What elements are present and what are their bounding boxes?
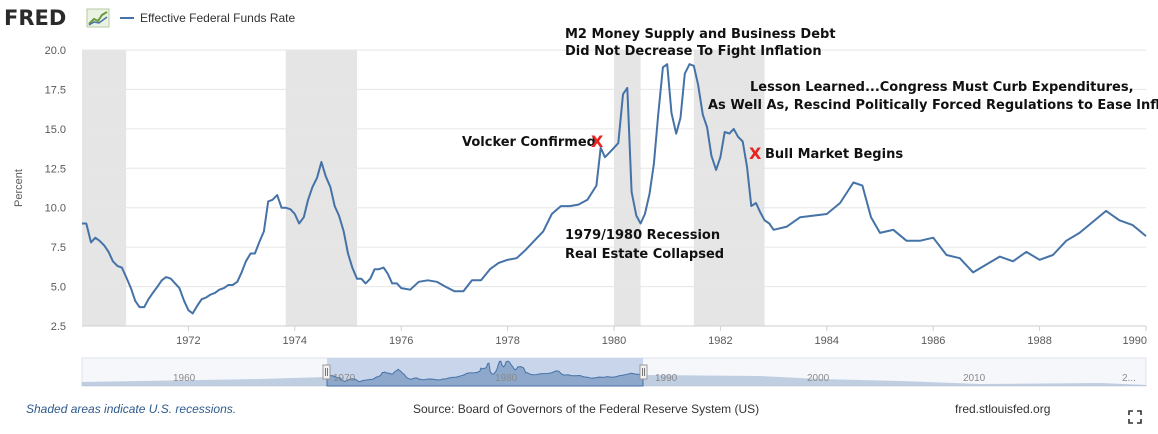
x-tick-label: 1982 bbox=[708, 335, 732, 347]
navigator-label: 1980 bbox=[495, 373, 518, 384]
x-tick-label: 1972 bbox=[176, 335, 200, 347]
fred-footer: Shaded areas indicate U.S. recessions. S… bbox=[26, 402, 1142, 424]
annotations: M2 Money Supply and Business Debt Did No… bbox=[462, 27, 1158, 262]
y-axis-title: Percent bbox=[13, 169, 25, 207]
x-tick-label: 1978 bbox=[495, 335, 519, 347]
recession-shading bbox=[82, 50, 765, 326]
x-tick-label: 1980 bbox=[602, 335, 626, 347]
recession-band bbox=[82, 50, 127, 326]
annotation-lesson-line1: Lesson Learned...Congress Must Curb Expe… bbox=[750, 80, 1134, 95]
gridlines bbox=[82, 49, 1146, 288]
series-group bbox=[82, 63, 1147, 315]
navigator-label: 2000 bbox=[807, 373, 830, 384]
y-tick-label: 12.5 bbox=[45, 163, 66, 175]
x-axis-ticks: 1972 1974 1976 1978 1980 1982 1984 1986 1988 1990 bbox=[176, 326, 1147, 347]
y-tick-label: 17.5 bbox=[45, 84, 66, 96]
navigator-area bbox=[326, 360, 644, 387]
y-tick-label: 10.0 bbox=[45, 203, 66, 215]
annotation-m2-line1: M2 Money Supply and Business Debt bbox=[565, 27, 836, 42]
navigator-series bbox=[82, 360, 1146, 387]
x-tick-label: 1988 bbox=[1027, 335, 1051, 347]
x-tick-label: 1990 bbox=[1123, 335, 1147, 347]
navigator-context-left bbox=[82, 377, 327, 386]
navigator-context-right bbox=[643, 375, 1146, 386]
recession-band bbox=[285, 50, 358, 326]
annotation-m2-line2: Did Not Decrease To Fight Inflation bbox=[565, 44, 822, 59]
fred-logo[interactable]: FRED bbox=[4, 6, 66, 30]
annotation-bull-market: Bull Market Begins bbox=[765, 147, 903, 162]
chart-line-icon bbox=[86, 8, 110, 28]
site-link[interactable]: fred.stlouisfed.org bbox=[955, 402, 1050, 416]
y-tick-label: 20.0 bbox=[45, 45, 66, 57]
recession-band bbox=[693, 50, 765, 326]
range-navigator[interactable]: 1960 1970 1980 1990 2000 2010 2... bbox=[81, 357, 1147, 387]
navigator-label: 1990 bbox=[655, 373, 678, 384]
y-tick-label: 15.0 bbox=[45, 124, 66, 136]
series-line[interactable] bbox=[82, 63, 1147, 315]
y-tick-label: 5.0 bbox=[51, 282, 66, 294]
annotation-marker-volcker: X bbox=[591, 132, 604, 151]
navigator-right-handle[interactable] bbox=[639, 364, 648, 380]
navigator-labels: 1960 1970 1980 1990 2000 2010 2... bbox=[173, 373, 1136, 384]
annotation-volcker: Volcker Confirmed bbox=[462, 135, 596, 150]
source-note: Source: Board of Governors of the Federa… bbox=[413, 402, 759, 416]
navigator-label: 2010 bbox=[963, 373, 986, 384]
annotation-recession-line2: Real Estate Collapsed bbox=[565, 247, 724, 262]
fred-header: FRED Effective Federal Funds Rate bbox=[4, 6, 296, 30]
y-tick-label: 2.5 bbox=[51, 321, 66, 333]
navigator-left-handle[interactable] bbox=[322, 364, 331, 380]
y-axis-ticks: 2.5 5.0 7.5 10.0 12.5 15.0 17.5 20.0 bbox=[45, 45, 66, 333]
legend-label[interactable]: Effective Federal Funds Rate bbox=[140, 11, 296, 25]
navigator-label: 1970 bbox=[333, 373, 356, 384]
recession-note: Shaded areas indicate U.S. recessions. bbox=[26, 402, 236, 416]
navigator-label: 2... bbox=[1122, 373, 1136, 384]
x-tick-label: 1984 bbox=[815, 335, 839, 347]
annotation-marker-bull: X bbox=[749, 144, 762, 163]
annotation-recession-line1: 1979/1980 Recession bbox=[565, 228, 720, 243]
x-tick-label: 1976 bbox=[389, 335, 413, 347]
navigator-window[interactable] bbox=[327, 358, 643, 386]
navigator-label: 1960 bbox=[173, 373, 196, 384]
x-tick-label: 1974 bbox=[283, 335, 307, 347]
expand-icon[interactable] bbox=[1128, 410, 1142, 424]
annotation-lesson-line2: As Well As, Rescind Politically Forced R… bbox=[708, 98, 1158, 113]
x-tick-label: 1986 bbox=[921, 335, 945, 347]
y-tick-label: 7.5 bbox=[51, 242, 66, 254]
